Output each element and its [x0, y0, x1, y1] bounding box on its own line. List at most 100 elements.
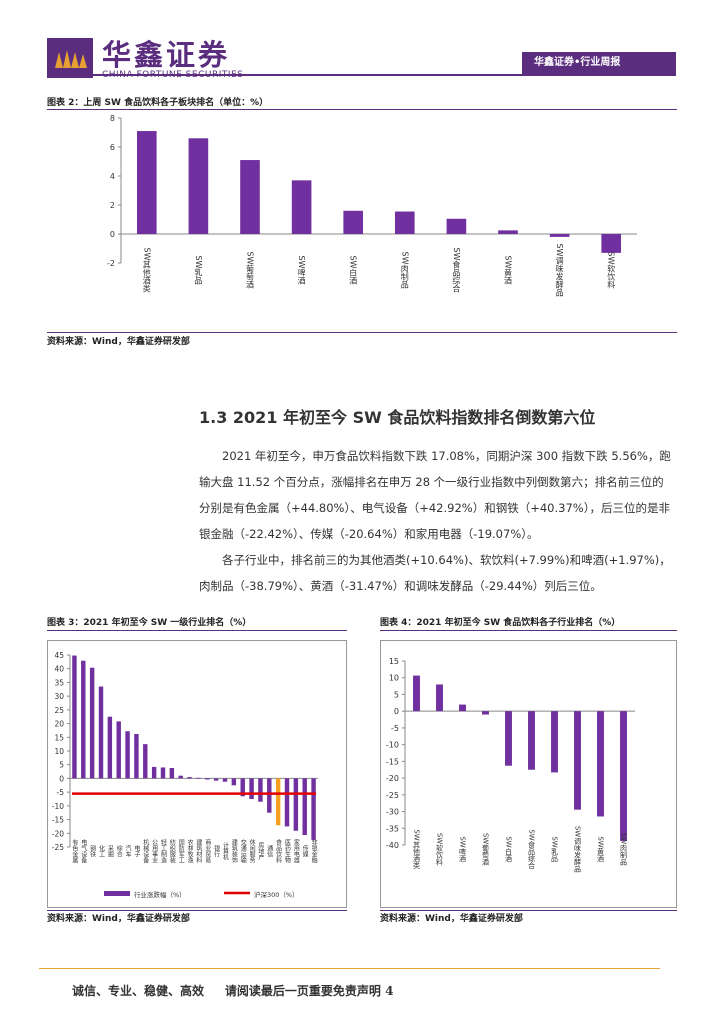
- bar-SW其他酒类: [136, 131, 157, 234]
- y-tick-label: -20: [52, 829, 64, 838]
- header-divider: [93, 74, 676, 76]
- x-category-label: 汽车: [124, 844, 131, 858]
- figure4-caption: 图表 4：2021 年初至今 SW 食品饮料各子行业排名（%）: [380, 618, 621, 628]
- bar-SW调味发酵品: [549, 234, 570, 237]
- bar-采掘: [107, 716, 113, 779]
- y-tick-label: 40: [54, 665, 64, 674]
- report-type-tag: 华鑫证券•行业周报: [522, 52, 676, 74]
- y-tick-label: 5: [394, 690, 399, 699]
- bar-纺织服装: [169, 768, 175, 779]
- bar-农林牧渔: [187, 777, 192, 779]
- y-tick-label: 30: [54, 692, 64, 701]
- figure2-source: 资料来源：Wind，华鑫证券研发部: [47, 337, 190, 347]
- figure2-bottom-rule: [47, 332, 677, 333]
- x-category-label: SW肉制品: [620, 833, 628, 867]
- x-category-label: SW食品综合: [452, 248, 461, 294]
- x-category-label: 通信: [266, 844, 273, 858]
- x-category-label: SW啤酒: [297, 256, 306, 286]
- x-category-label: 商业贸易: [204, 838, 211, 864]
- x-category-label: 房地产: [257, 841, 264, 861]
- x-category-label: 非银金融: [310, 838, 317, 864]
- bar-SW黄酒: [597, 711, 604, 817]
- y-tick-label: 15: [389, 657, 399, 666]
- y-tick-label: 0: [59, 774, 64, 783]
- y-tick-label: 5: [59, 761, 64, 770]
- y-tick-label: -15: [386, 757, 399, 766]
- x-category-label: 国防军工: [177, 839, 184, 863]
- bar-医药生物: [284, 778, 290, 827]
- x-category-label: SW白酒: [505, 836, 513, 863]
- x-category-label: 钢铁: [89, 844, 96, 858]
- figure3-source: 资料来源：Wind，华鑫证券研发部: [47, 914, 190, 924]
- figure3-chart: 45 40 35 30 25 20 15 10 5 0 -5 -10 -15 -20 -25 有色金属 电气设备…: [47, 640, 347, 908]
- bar-建筑装饰: [231, 778, 237, 786]
- x-category-label: SW乳品: [194, 256, 203, 286]
- figure2-chart: 8 6 4 2 0 -2 SW其他酒类 SW乳品 SW葡萄酒 SW啤酒 SW白酒 SW肉制品 SW食品综…: [47, 110, 677, 332]
- figure3-top-rule: [47, 630, 347, 631]
- y-tick-label: -30: [386, 808, 399, 817]
- y-tick-label: 10: [54, 747, 64, 756]
- x-category-label: 纺织服装: [168, 838, 175, 864]
- bar-SW啤酒: [291, 180, 312, 234]
- bar-SW肉制品: [394, 211, 415, 234]
- bar-SW食品综合: [446, 218, 467, 234]
- bar-房地产: [258, 778, 263, 802]
- x-category-label: SW其他酒类: [142, 248, 151, 294]
- y-tick-label: 0: [110, 230, 115, 239]
- y-tick-label: 8: [110, 114, 115, 123]
- brand-name: 华鑫证券: [102, 38, 231, 72]
- legend-label-industry: 行业涨跌幅（%）: [134, 890, 186, 899]
- figure2-caption: 图表 2：上周 SW 食品饮料各子板块排名（单位：%）: [47, 98, 269, 108]
- bar-国防军工: [178, 775, 183, 779]
- bar-电气设备: [81, 660, 86, 779]
- bar-SW其他酒类: [413, 675, 420, 712]
- y-tick-label: 6: [110, 143, 115, 152]
- x-category-label: 医药生物: [284, 839, 291, 864]
- x-category-label: 机械设备: [142, 838, 149, 864]
- bar-传媒: [302, 778, 307, 836]
- x-category-label: 传媒: [301, 844, 308, 858]
- figure2-top-rule: [47, 109, 677, 110]
- y-tick-label: -10: [386, 741, 399, 750]
- y-tick-label: 4: [110, 172, 115, 181]
- bar-有色金属: [72, 655, 77, 779]
- x-category-label: 有色金属: [71, 838, 78, 864]
- bar-SW食品综合: [528, 711, 535, 770]
- x-category-label: SW葡萄酒: [482, 833, 490, 867]
- x-category-label: SW葡萄酒: [246, 252, 255, 290]
- y-tick-label: 10: [389, 674, 399, 683]
- bar-机械设备: [143, 744, 148, 779]
- y-tick-label: -25: [52, 843, 64, 852]
- legend-label-hs300: 沪深300（%）: [254, 890, 299, 899]
- x-category-label: 交通运输: [239, 838, 246, 864]
- y-tick-label: 45: [54, 651, 64, 660]
- bar-SW软饮料: [601, 234, 622, 253]
- x-category-label: SW乳品: [551, 836, 559, 863]
- y-tick-label: 0: [394, 707, 399, 716]
- x-category-label: 电气设备: [80, 838, 87, 864]
- bar-轻工制造: [160, 767, 166, 779]
- x-category-label: 综合: [115, 844, 122, 858]
- bar-非银金融: [311, 778, 316, 840]
- x-category-label: 建筑装饰: [230, 838, 237, 864]
- brand-logo-icon: [47, 38, 93, 78]
- x-category-label: SW肉制品: [400, 252, 409, 290]
- footer-text: 诚信、专业、稳健、高效 请阅读最后一页重要免责声明 4: [72, 984, 394, 998]
- bar-建筑材料: [196, 777, 201, 779]
- y-tick-label: 15: [54, 733, 64, 742]
- x-category-label: 建筑材料: [195, 838, 202, 864]
- figure4-chart: 15 10 5 0 -5 -10 -15 -20 -25 -30 -35 -40 SW其他酒类 SW软饮料…: [380, 640, 677, 908]
- x-category-label: 采掘: [106, 844, 113, 858]
- y-tick-label: -15: [52, 816, 64, 825]
- paragraph-1: 2021 年初至今，申万食品饮料指数下跌 17.08%，同期沪深 300 指数下…: [199, 449, 671, 541]
- bar-休闲服务: [249, 778, 254, 799]
- x-category-label: SW黄酒: [504, 256, 513, 286]
- x-category-label: 银行: [213, 844, 220, 858]
- bar-通信: [267, 778, 272, 813]
- bar-公用事业: [151, 766, 157, 779]
- x-category-label: 电子: [133, 844, 140, 857]
- bar-SW乳品: [551, 711, 558, 773]
- x-category-label: SW软饮料: [607, 252, 616, 290]
- bar-SW软饮料: [436, 684, 443, 712]
- y-tick-label: -35: [386, 824, 399, 833]
